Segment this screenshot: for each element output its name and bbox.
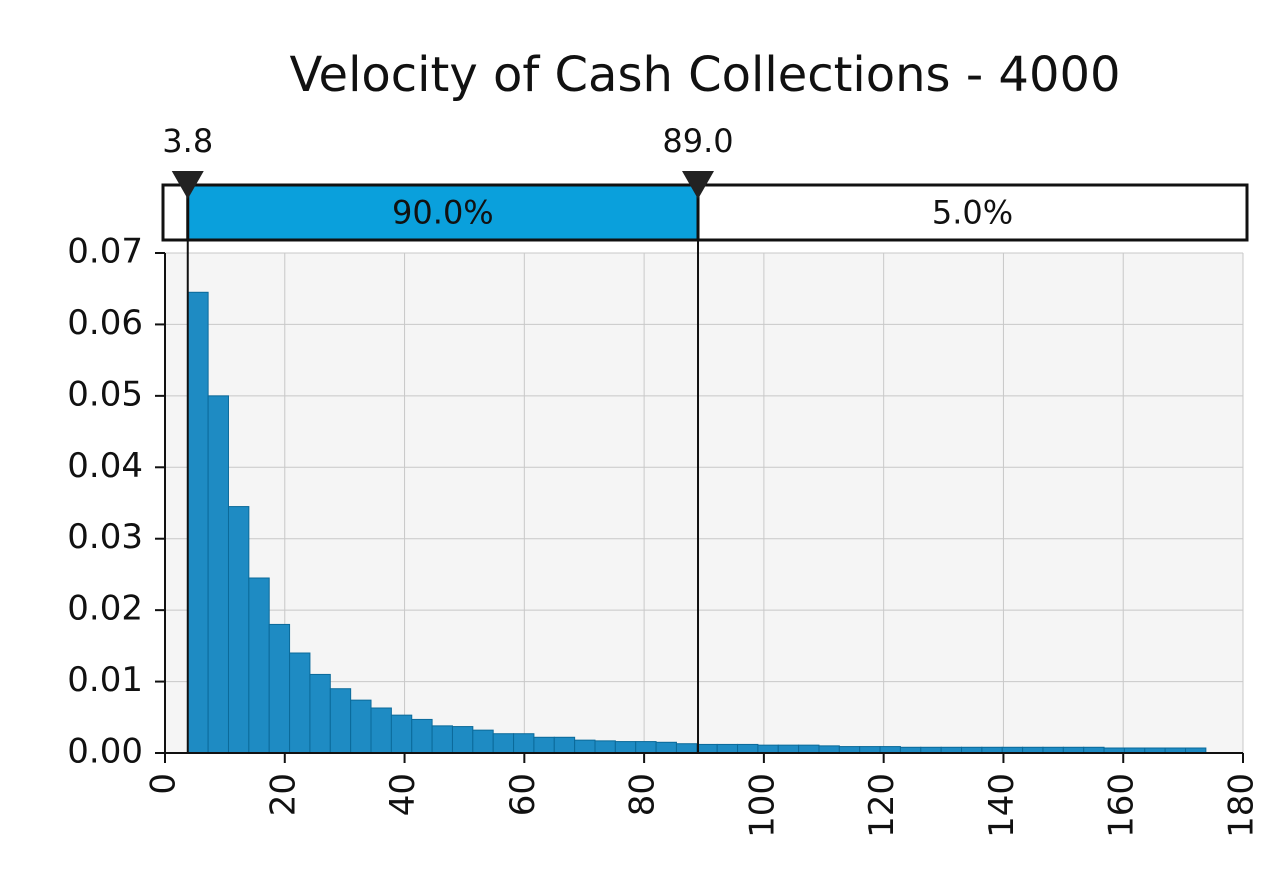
bar: [472, 729, 494, 754]
y-tick-label: 0.03: [67, 517, 143, 557]
bar: [655, 741, 677, 754]
bar: [716, 743, 739, 754]
bar: [390, 714, 413, 754]
x-tick-label: 20: [263, 773, 303, 816]
bar: [574, 739, 596, 754]
bar: [187, 291, 209, 754]
x-tick-label: 180: [1222, 773, 1262, 838]
bar: [227, 506, 250, 754]
bar: [248, 577, 270, 754]
bar: [289, 652, 311, 754]
bar: [798, 744, 820, 754]
bar: [553, 736, 576, 754]
marker-triangle: [682, 171, 715, 199]
bar: [696, 743, 718, 754]
y-tick-label: 0.02: [67, 589, 143, 629]
band-region: [186, 183, 700, 242]
x-tick-label: 140: [982, 773, 1022, 838]
bar: [329, 688, 352, 754]
bar: [431, 725, 453, 754]
bar: [818, 745, 840, 754]
y-tick-label: 0.01: [67, 660, 143, 700]
y-tick-label: 0.00: [67, 732, 143, 772]
bar: [451, 726, 474, 754]
bar: [614, 741, 637, 754]
bar: [777, 744, 800, 754]
chart-title: Velocity of Cash Collections - 4000: [289, 47, 1120, 103]
y-tick-label: 0.06: [67, 303, 143, 343]
bar: [513, 733, 535, 754]
x-tick-label: 60: [503, 773, 543, 816]
bar: [492, 733, 515, 754]
x-tick-label: 80: [623, 773, 663, 816]
y-tick-label: 0.05: [67, 374, 143, 414]
bar: [350, 699, 372, 754]
x-tick-label: 100: [742, 773, 782, 838]
bar: [675, 743, 698, 754]
marker-triangle: [171, 171, 204, 199]
bar: [268, 623, 291, 754]
bar: [207, 395, 229, 754]
bar: [757, 744, 779, 754]
bar: [533, 736, 555, 754]
y-tick-label: 0.04: [67, 446, 143, 486]
marker-label: 89.0: [662, 122, 733, 160]
bar: [309, 673, 331, 754]
marker-label: 3.8: [162, 122, 213, 160]
region-label: 5.0%: [932, 194, 1013, 232]
bar: [737, 743, 759, 754]
plot-area: [165, 253, 1243, 753]
x-tick-label: 0: [144, 773, 184, 795]
y-tick-label: 0.07: [67, 232, 143, 272]
bar: [594, 740, 616, 754]
x-tick-label: 40: [383, 773, 423, 816]
bar: [411, 718, 433, 754]
x-tick-label: 160: [1102, 773, 1142, 838]
region-label: 90.0%: [392, 194, 494, 232]
x-tick-label: 120: [862, 773, 902, 838]
bar: [635, 741, 657, 754]
bar: [370, 707, 392, 754]
